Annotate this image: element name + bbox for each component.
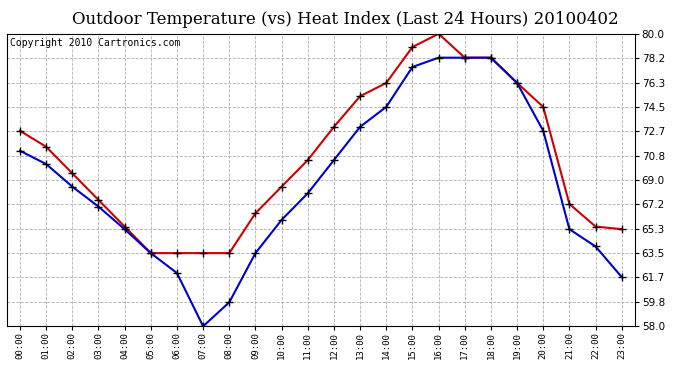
Text: Copyright 2010 Cartronics.com: Copyright 2010 Cartronics.com <box>10 38 180 48</box>
Text: Outdoor Temperature (vs) Heat Index (Last 24 Hours) 20100402: Outdoor Temperature (vs) Heat Index (Las… <box>72 11 618 28</box>
